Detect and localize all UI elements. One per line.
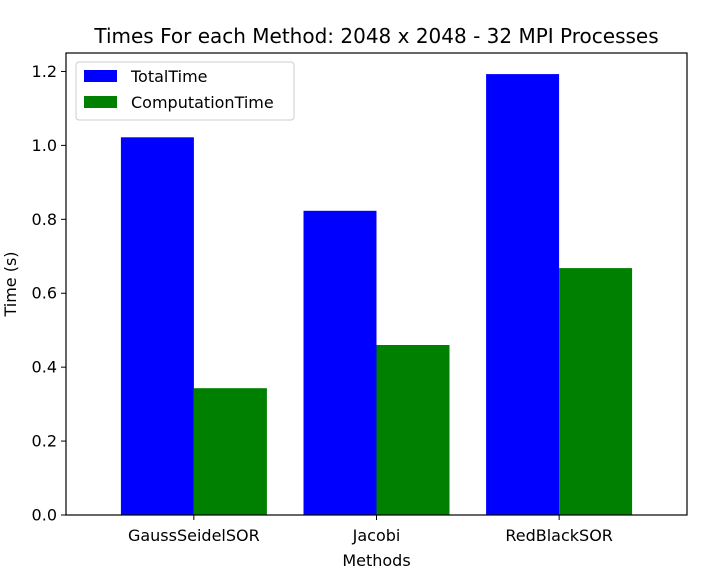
- bars-group: [120, 74, 633, 516]
- bar-computationtime-gaussseidelsor: [193, 388, 267, 515]
- x-tick-label: Jacobi: [352, 526, 401, 545]
- legend-box: [75, 61, 295, 121]
- y-tick-label: 0.6: [32, 284, 57, 303]
- y-tick-label: 0.8: [32, 210, 57, 229]
- legend-label-computationtime: ComputationTime: [131, 93, 274, 112]
- y-axis-label: Time (s): [1, 251, 20, 317]
- y-tick-label: 1.2: [32, 62, 57, 81]
- x-axis-label: Methods: [342, 551, 410, 570]
- legend-swatch-totaltime: [84, 70, 117, 82]
- bar-computationtime-jacobi: [376, 345, 450, 515]
- bar-computationtime-redblacksor: [559, 268, 633, 515]
- y-axis: 0.0 0.2 0.4 0.6 0.8 1.0 1.2: [32, 62, 66, 525]
- y-tick-label: 1.0: [32, 136, 57, 155]
- bar-totaltime-gaussseidelsor: [120, 137, 194, 516]
- x-tick-label: GaussSeidelSOR: [128, 526, 260, 545]
- legend-label-totaltime: TotalTime: [130, 67, 208, 86]
- chart-title: Times For each Method: 2048 x 2048 - 32 …: [93, 24, 658, 48]
- bar-totaltime-redblacksor: [486, 74, 560, 515]
- legend-swatch-computationtime: [84, 96, 117, 108]
- x-tick-label: RedBlackSOR: [505, 526, 613, 545]
- y-tick-label: 0.0: [32, 506, 57, 525]
- legend: TotalTime ComputationTime: [75, 61, 295, 121]
- y-tick-label: 0.2: [32, 432, 57, 451]
- y-tick-label: 0.4: [32, 358, 57, 377]
- bar-totaltime-jacobi: [303, 210, 377, 516]
- x-axis: GaussSeidelSOR Jacobi RedBlackSOR: [128, 515, 613, 545]
